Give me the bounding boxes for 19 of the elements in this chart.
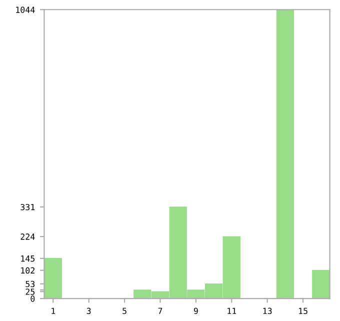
x-tick-label: 11 — [228, 308, 236, 314]
y-tick-label: 331 — [20, 204, 35, 210]
x-tick-label: 9 — [194, 308, 198, 314]
bar — [44, 258, 62, 299]
y-tick-label: 224 — [20, 234, 35, 240]
bar — [276, 10, 294, 299]
y-tick-label: 145 — [21, 256, 35, 262]
bar — [312, 270, 330, 299]
y-tick-label: 1044 — [16, 6, 35, 13]
x-tick-label: 15 — [299, 308, 308, 314]
x-tick-label: 1 — [52, 308, 56, 314]
y-tick-label: 0 — [30, 296, 35, 302]
y-tick-label: 25 — [26, 288, 35, 295]
y-tick-label: 102 — [21, 267, 34, 274]
x-tick-label: 7 — [158, 308, 162, 314]
y-tick-label: 53 — [26, 280, 35, 288]
x-tick-label: 13 — [263, 308, 272, 314]
x-tick-label: 5 — [122, 308, 126, 314]
x-tick-label: 3 — [86, 308, 91, 314]
